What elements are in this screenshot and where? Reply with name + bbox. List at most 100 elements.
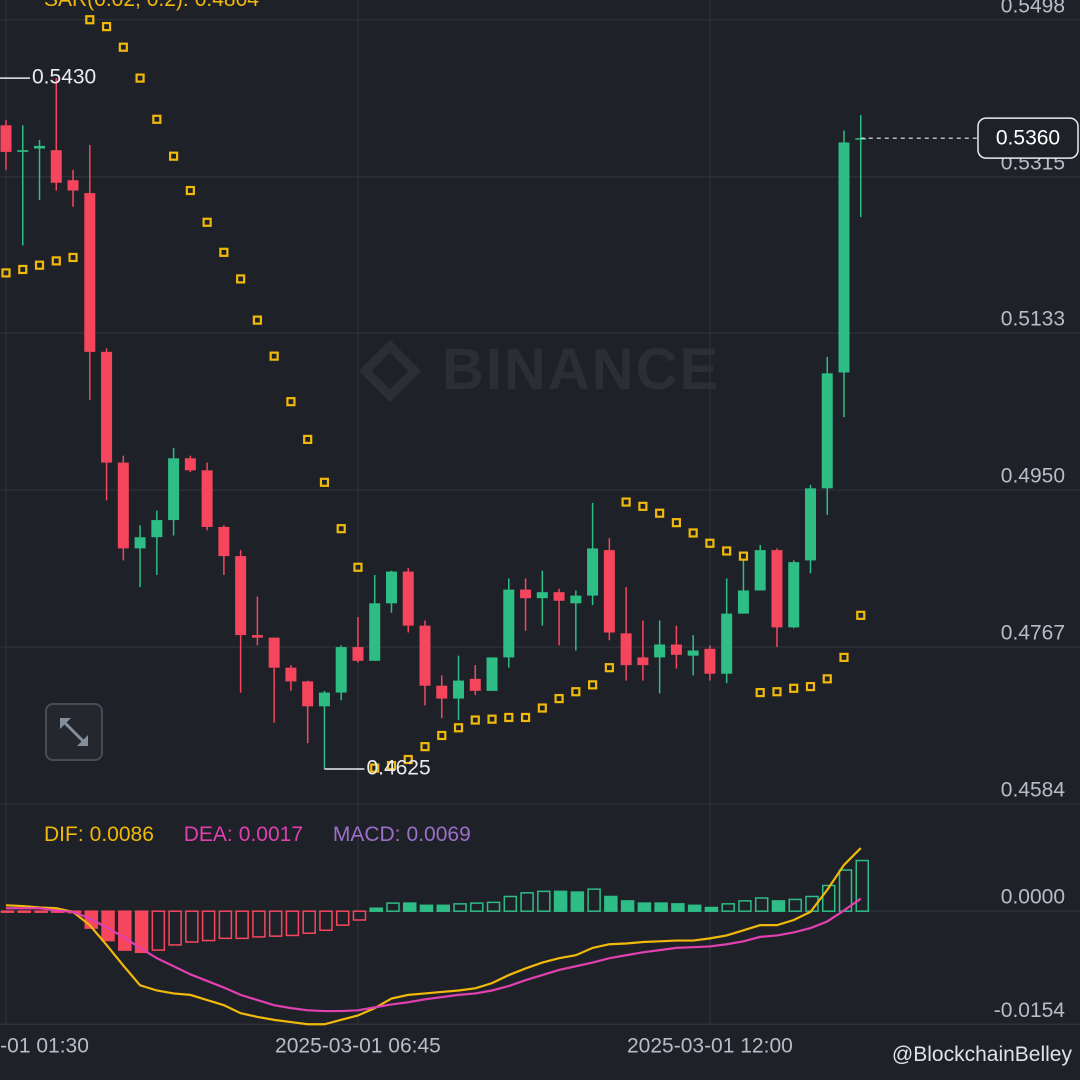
sar-dot (34, 260, 45, 270)
candle-body (721, 613, 733, 674)
macd-bar (151, 910, 166, 951)
sar-dot (101, 22, 112, 32)
macd-bar (235, 910, 249, 940)
candle-body (0, 125, 12, 152)
sar-dot (118, 42, 128, 52)
macd-bar (637, 902, 652, 912)
candle-body (285, 667, 297, 682)
sar-dot (722, 546, 732, 556)
sar-dot (437, 730, 447, 741)
macd-bar (537, 890, 551, 912)
macd-bar (855, 859, 870, 912)
sar-name: SAR(0.02, 0.2): (44, 0, 189, 11)
candle-body (84, 193, 96, 352)
candle-body (821, 373, 833, 489)
candle-body (570, 595, 582, 604)
candle-body (620, 633, 632, 666)
last-price-box (977, 117, 1079, 159)
y-tick-label: 0.4950 (1001, 465, 1065, 488)
macd-bar (252, 910, 266, 938)
sar-dot (856, 610, 866, 620)
macd-bar (319, 910, 333, 932)
macd-bar (604, 895, 618, 912)
macd-legend-item: MACD: 0.0069 (333, 823, 471, 846)
sar-dot (655, 508, 665, 518)
legend-name: MACD: (332, 823, 401, 846)
sar-dot (772, 687, 782, 697)
sar-dot (755, 687, 765, 698)
sar-dot (420, 742, 430, 752)
candle-body (184, 458, 196, 471)
sar-value: 0.4804 (195, 0, 259, 11)
macd-bar (453, 903, 467, 912)
candle-body (335, 647, 347, 693)
sar-dot (336, 524, 346, 534)
sar-dot (587, 680, 598, 690)
candle-body (754, 550, 766, 591)
sar-dot (236, 274, 246, 284)
candle-body (201, 470, 213, 527)
candle-body (637, 657, 649, 666)
x-tick-label: 2025-03-01 12:00 (627, 1035, 793, 1058)
sar-dot (638, 501, 648, 511)
legend-value: 0.0086 (89, 823, 154, 846)
sar-dot (252, 315, 262, 325)
sar-dot (185, 185, 195, 196)
candle-body (251, 635, 263, 638)
y-tick-label: 0.4767 (1001, 622, 1065, 645)
sar-dot (839, 652, 849, 662)
dea-legend: DEA: 0.0017 (184, 823, 303, 846)
candle-body (302, 681, 314, 707)
x-tick-label: 2025-03-01 06:45 (275, 1035, 441, 1058)
expand-button[interactable] (45, 703, 103, 761)
sar-dot (453, 723, 464, 733)
sar-dot (68, 252, 78, 263)
macd-bar (17, 910, 32, 913)
candle-body (587, 548, 599, 596)
macd-bar (587, 888, 601, 912)
macd-bar (268, 910, 283, 937)
candle-body (235, 556, 247, 636)
macd-bar (503, 895, 518, 912)
macd-bar (352, 910, 367, 921)
macd-bar (553, 890, 568, 912)
sar-dot (202, 217, 212, 227)
dif-line (5, 847, 862, 1026)
credit: @BlockchainBelley (891, 1043, 1072, 1066)
sar-dot (738, 551, 749, 561)
candle-body (101, 351, 113, 463)
macd-bar (369, 907, 383, 912)
sar-dot (688, 528, 698, 538)
sar-legend: SAR(0.02, 0.2): 0.4804 (44, 0, 259, 12)
candle-body (369, 603, 381, 661)
candle-body (436, 685, 448, 699)
sar-dot (370, 763, 380, 773)
candle-body (453, 680, 465, 699)
macd-bar (34, 910, 48, 913)
sar-dot (286, 397, 296, 407)
annotation-label: 0.4625 (366, 757, 430, 780)
candle-body (402, 571, 414, 626)
candle-body (218, 526, 230, 557)
sar-dot (269, 351, 279, 361)
candle-body (385, 571, 397, 604)
candle-body (771, 550, 783, 628)
candle-body (670, 644, 682, 655)
legend-value: 0.0069 (406, 823, 471, 846)
macd-bar (754, 897, 769, 912)
candle-body (838, 142, 850, 373)
macd-bar (671, 903, 685, 912)
candle-body (737, 590, 749, 614)
candle-body (553, 592, 565, 601)
sar-dot (470, 715, 480, 725)
y-tick-label: 0.4584 (1001, 779, 1066, 802)
candle-body (34, 145, 46, 149)
candle-body (687, 650, 699, 656)
candle-body (788, 562, 800, 628)
legend-name: DIF: (44, 823, 84, 846)
sar-dot (705, 538, 715, 548)
macd-bar (168, 910, 182, 946)
macd-bar (654, 902, 668, 912)
macd-bar (402, 902, 417, 912)
